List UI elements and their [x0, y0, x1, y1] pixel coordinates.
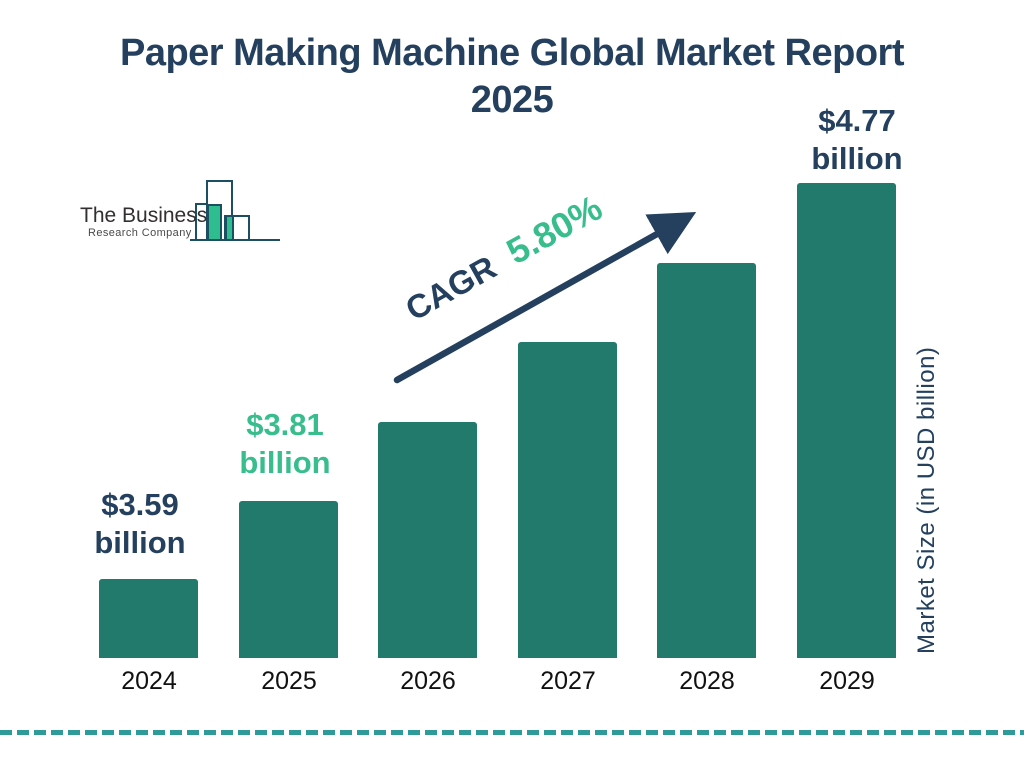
bar-2028: [657, 263, 756, 658]
company-logo: The Business Research Company: [80, 180, 280, 241]
x-label-2026: 2026: [400, 667, 456, 695]
x-label-2025: 2025: [261, 667, 317, 695]
bar-2024: [99, 579, 198, 658]
value-label-2024-amount: $3.59: [101, 487, 179, 522]
logo-text-secondary: Research Company: [88, 227, 192, 239]
value-label-2025-unit: billion: [239, 445, 331, 480]
bar-2029: [797, 183, 896, 658]
page-title-line2: 2025: [470, 79, 554, 121]
bar-2027: [518, 342, 617, 658]
y-axis-label: Market Size (in USD billion): [913, 346, 940, 654]
bar-2026: [378, 422, 477, 658]
x-label-2029: 2029: [819, 667, 875, 695]
growth-arrow-icon: [393, 212, 697, 384]
x-label-2024: 2024: [121, 667, 177, 695]
x-label-2028: 2028: [679, 667, 735, 695]
value-label-2025-amount: $3.81: [246, 407, 324, 442]
bar-2025: [239, 501, 338, 658]
value-label-2029-unit: billion: [811, 141, 903, 176]
value-label-2024-unit: billion: [94, 525, 186, 560]
value-label-2025: $3.81 billion: [200, 406, 370, 482]
x-label-2027: 2027: [540, 667, 596, 695]
page-title: Paper Making Machine Global Market Repor…: [0, 30, 1024, 124]
logo-text-primary: The Business: [80, 204, 207, 227]
value-label-2029: $4.77 billion: [772, 102, 942, 178]
page-title-line1: Paper Making Machine Global Market Repor…: [119, 32, 905, 74]
bar-chart-skyline-icon: [190, 180, 280, 241]
value-label-2029-amount: $4.77: [818, 103, 896, 138]
bottom-dashed-divider: [0, 730, 1024, 735]
value-label-2024: $3.59 billion: [55, 486, 225, 562]
